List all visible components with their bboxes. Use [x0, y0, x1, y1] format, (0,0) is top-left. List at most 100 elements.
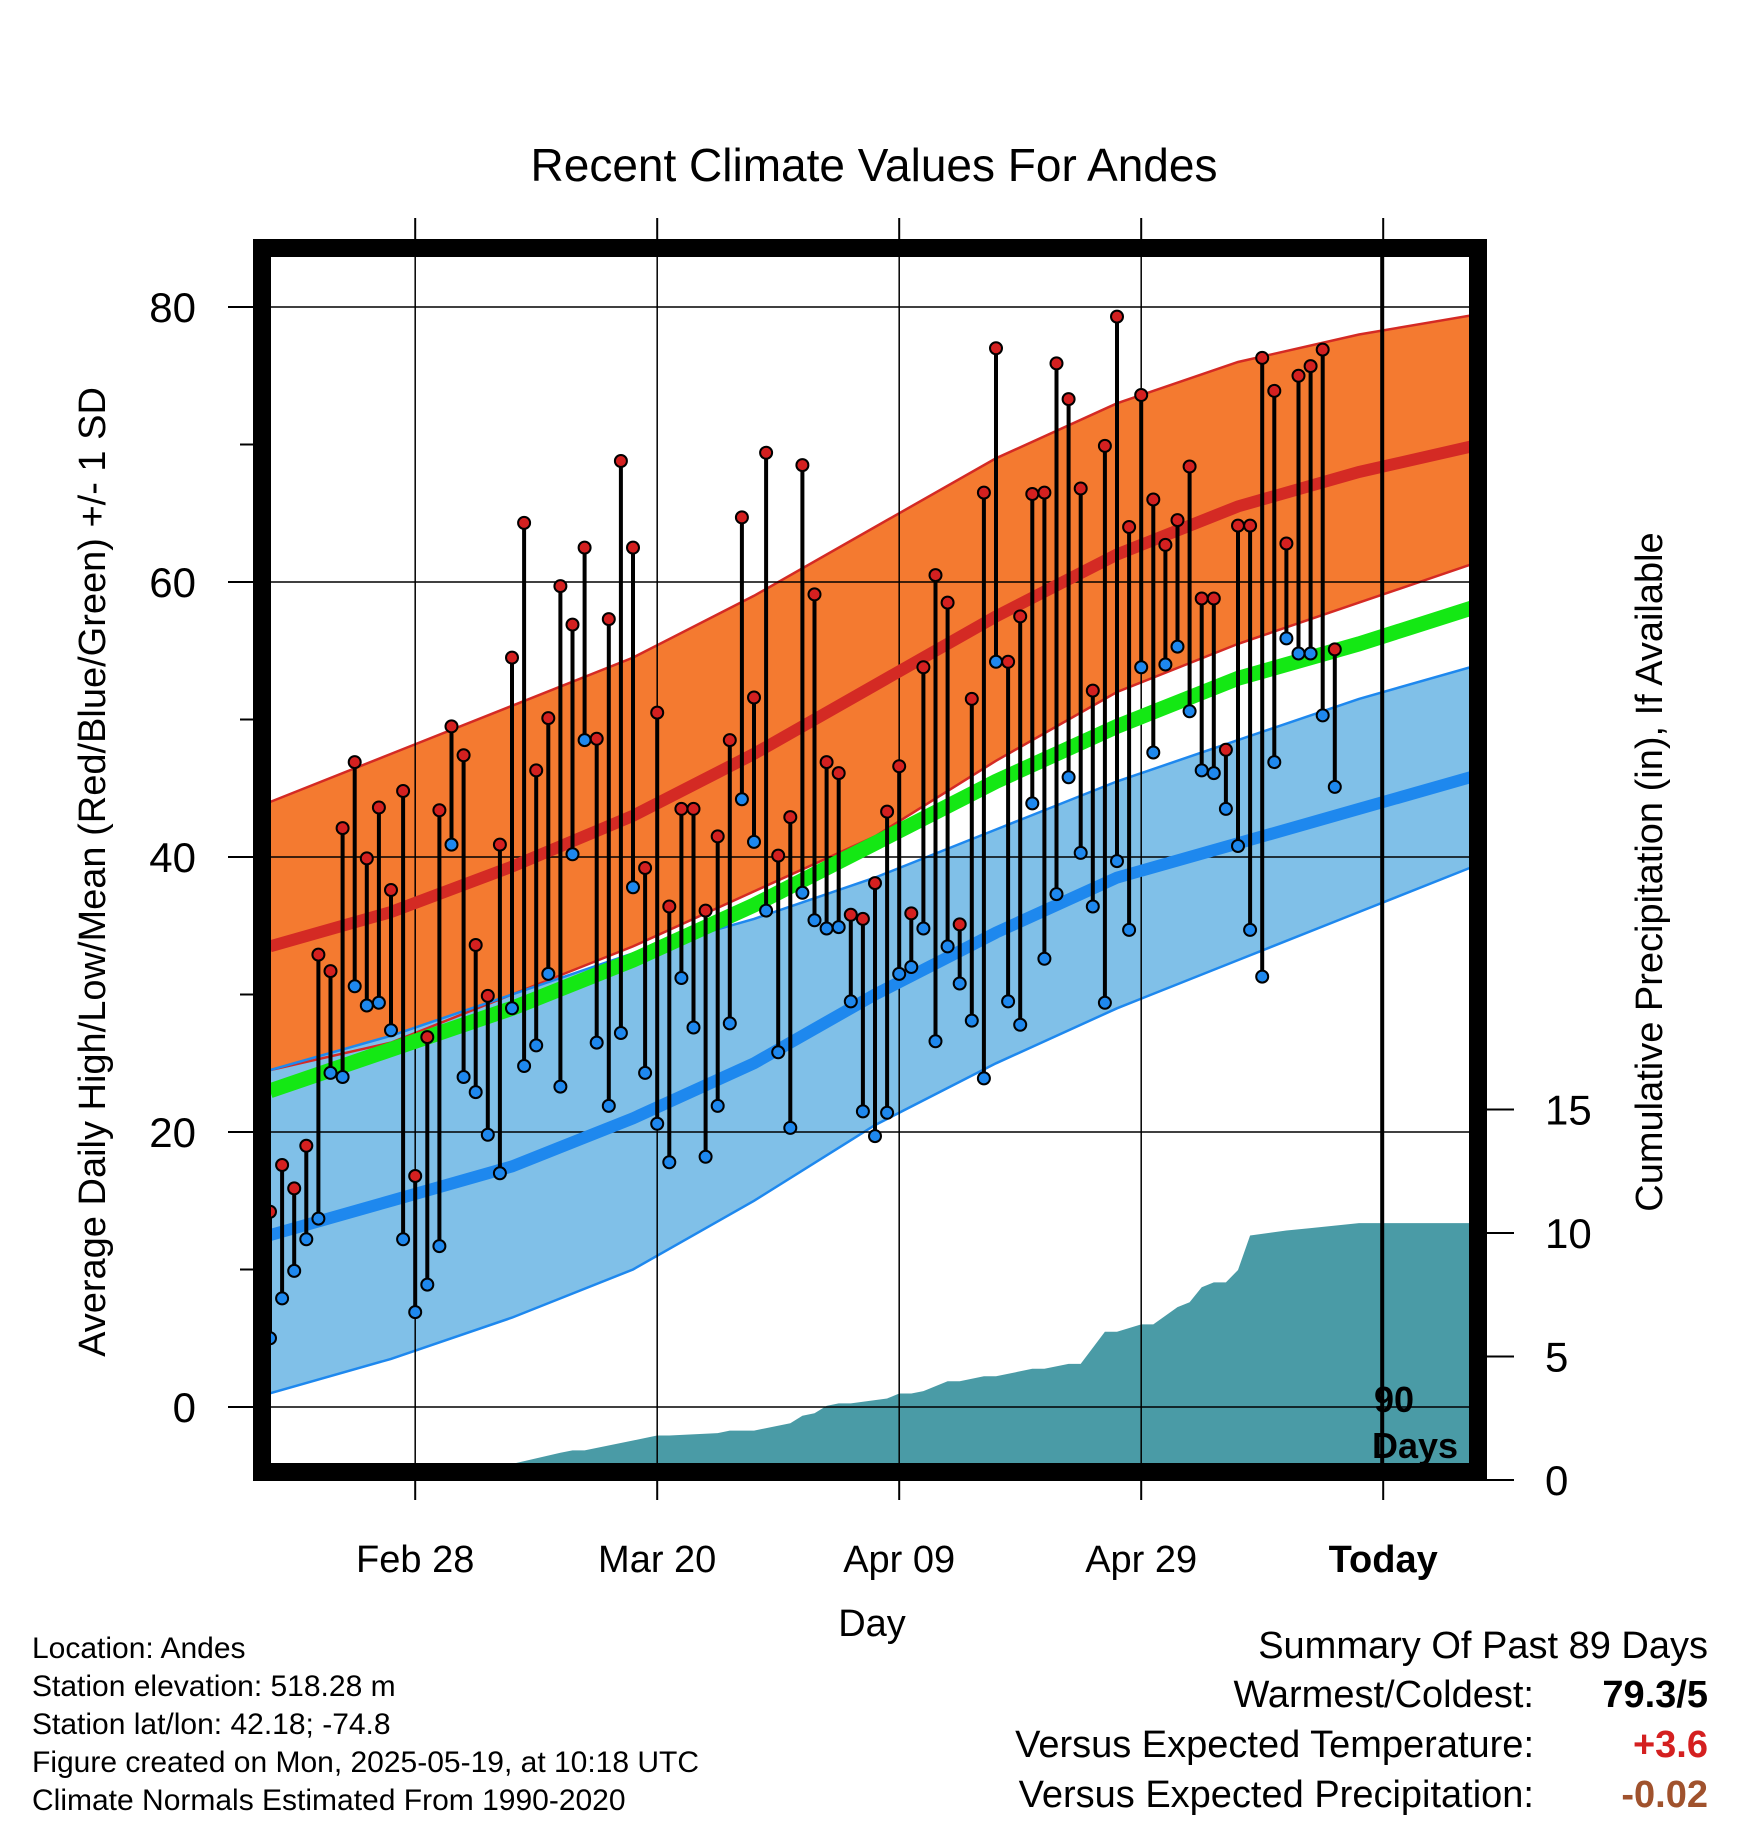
low-point [831, 920, 846, 935]
elevation-text: Station elevation: 518.28 m [32, 1670, 396, 1703]
low-point [686, 1020, 701, 1035]
high-point [335, 821, 350, 836]
low-point [517, 1059, 532, 1073]
high-point [275, 1158, 290, 1172]
high-point [287, 1181, 302, 1196]
high-point [1134, 388, 1149, 402]
low-point [1025, 796, 1040, 811]
low-point [807, 913, 822, 928]
high-point [371, 800, 386, 815]
high-point [734, 510, 749, 525]
high-plus-sd-edge [269, 312, 1478, 804]
high-point [1327, 642, 1342, 657]
high-point [359, 851, 374, 866]
high-point [299, 1138, 314, 1153]
low-point [1013, 1017, 1028, 1032]
summary-title: Summary Of Past 89 Days [1258, 1625, 1708, 1667]
high-point [1267, 383, 1282, 398]
low-point [1218, 801, 1233, 816]
high-point [396, 784, 411, 798]
low-point [541, 966, 556, 981]
high-point [565, 617, 580, 632]
precipitation-area [477, 1223, 1478, 1472]
precip-label: Versus Expected Precipitation: [1018, 1774, 1534, 1816]
high-point [807, 587, 822, 602]
low-point [880, 1105, 895, 1120]
plot-clip-group: 90 Days [262, 248, 1478, 1472]
high-point [1218, 742, 1233, 757]
y-tick-label: 20 [149, 1109, 196, 1156]
low-point [371, 995, 386, 1010]
high-point [904, 906, 919, 921]
today-marker-number: 90 [1374, 1379, 1414, 1420]
high-point [1122, 520, 1137, 534]
low-point [904, 960, 919, 974]
low-point [311, 1211, 326, 1226]
low-point [1085, 899, 1100, 914]
high-point [589, 731, 604, 746]
low-point [275, 1291, 290, 1306]
station-metadata: Location: Andes Station elevation: 518.2… [32, 1630, 699, 1820]
low-point [613, 1026, 628, 1040]
x-tick-label: Apr 29 [1085, 1539, 1197, 1581]
low-point [444, 837, 459, 852]
low-point [1327, 779, 1342, 794]
y-tick-label: 60 [149, 559, 196, 606]
high-point [444, 719, 459, 734]
low-point [940, 939, 955, 954]
low-point [674, 971, 689, 985]
high-point [976, 485, 991, 500]
plot-frame [253, 239, 1487, 1481]
low-point [396, 1232, 411, 1247]
high-point [1073, 481, 1088, 496]
high-point [1001, 654, 1016, 669]
y-axis-label: Average Daily High/Low/Mean (Red/Blue/Gr… [72, 387, 114, 1357]
low-point [916, 921, 931, 936]
low-point [759, 903, 774, 918]
y-tick-label: 80 [149, 284, 196, 331]
high-point [1243, 518, 1258, 533]
high-point [1025, 487, 1040, 501]
high-point [408, 1169, 423, 1183]
high-point [650, 705, 665, 720]
mean-normal-line [267, 598, 1478, 1098]
high-point [1255, 350, 1270, 365]
high-point [1206, 591, 1221, 606]
low-point [1001, 994, 1016, 1009]
low-point [855, 1104, 870, 1119]
low-point [662, 1155, 677, 1170]
high-point [771, 848, 786, 863]
y-tick-label: 0 [173, 1384, 196, 1431]
low-point [1182, 704, 1197, 719]
high-point [601, 612, 616, 627]
high-point [468, 938, 483, 952]
low-point [892, 966, 907, 981]
high-point [1085, 683, 1100, 698]
high-point [1037, 485, 1052, 500]
low-point [384, 1023, 398, 1038]
chart-title: Recent Climate Values For Andes [531, 139, 1218, 191]
high-point [492, 837, 507, 852]
high-point [384, 883, 398, 897]
low-point [492, 1166, 507, 1181]
high-point [1013, 609, 1028, 624]
high-point [831, 766, 846, 781]
high-point [480, 988, 495, 1003]
high-point [553, 579, 568, 594]
high-point [928, 568, 943, 583]
low-point [747, 834, 761, 849]
x-tick-label: Feb 28 [356, 1539, 474, 1581]
high-point [662, 899, 677, 914]
high-point [759, 445, 774, 460]
low-point [819, 921, 834, 936]
low-point [698, 1149, 713, 1164]
latlon-text: Station lat/lon: 42.18; -74.8 [32, 1708, 391, 1741]
low-point [1146, 745, 1161, 760]
y-tick-label: 40 [149, 834, 196, 881]
low-point [1267, 755, 1282, 770]
high-normal-line [268, 438, 1478, 953]
low-point [928, 1034, 943, 1049]
low-point [1037, 951, 1052, 966]
temp-label: Versus Expected Temperature: [1015, 1724, 1534, 1766]
